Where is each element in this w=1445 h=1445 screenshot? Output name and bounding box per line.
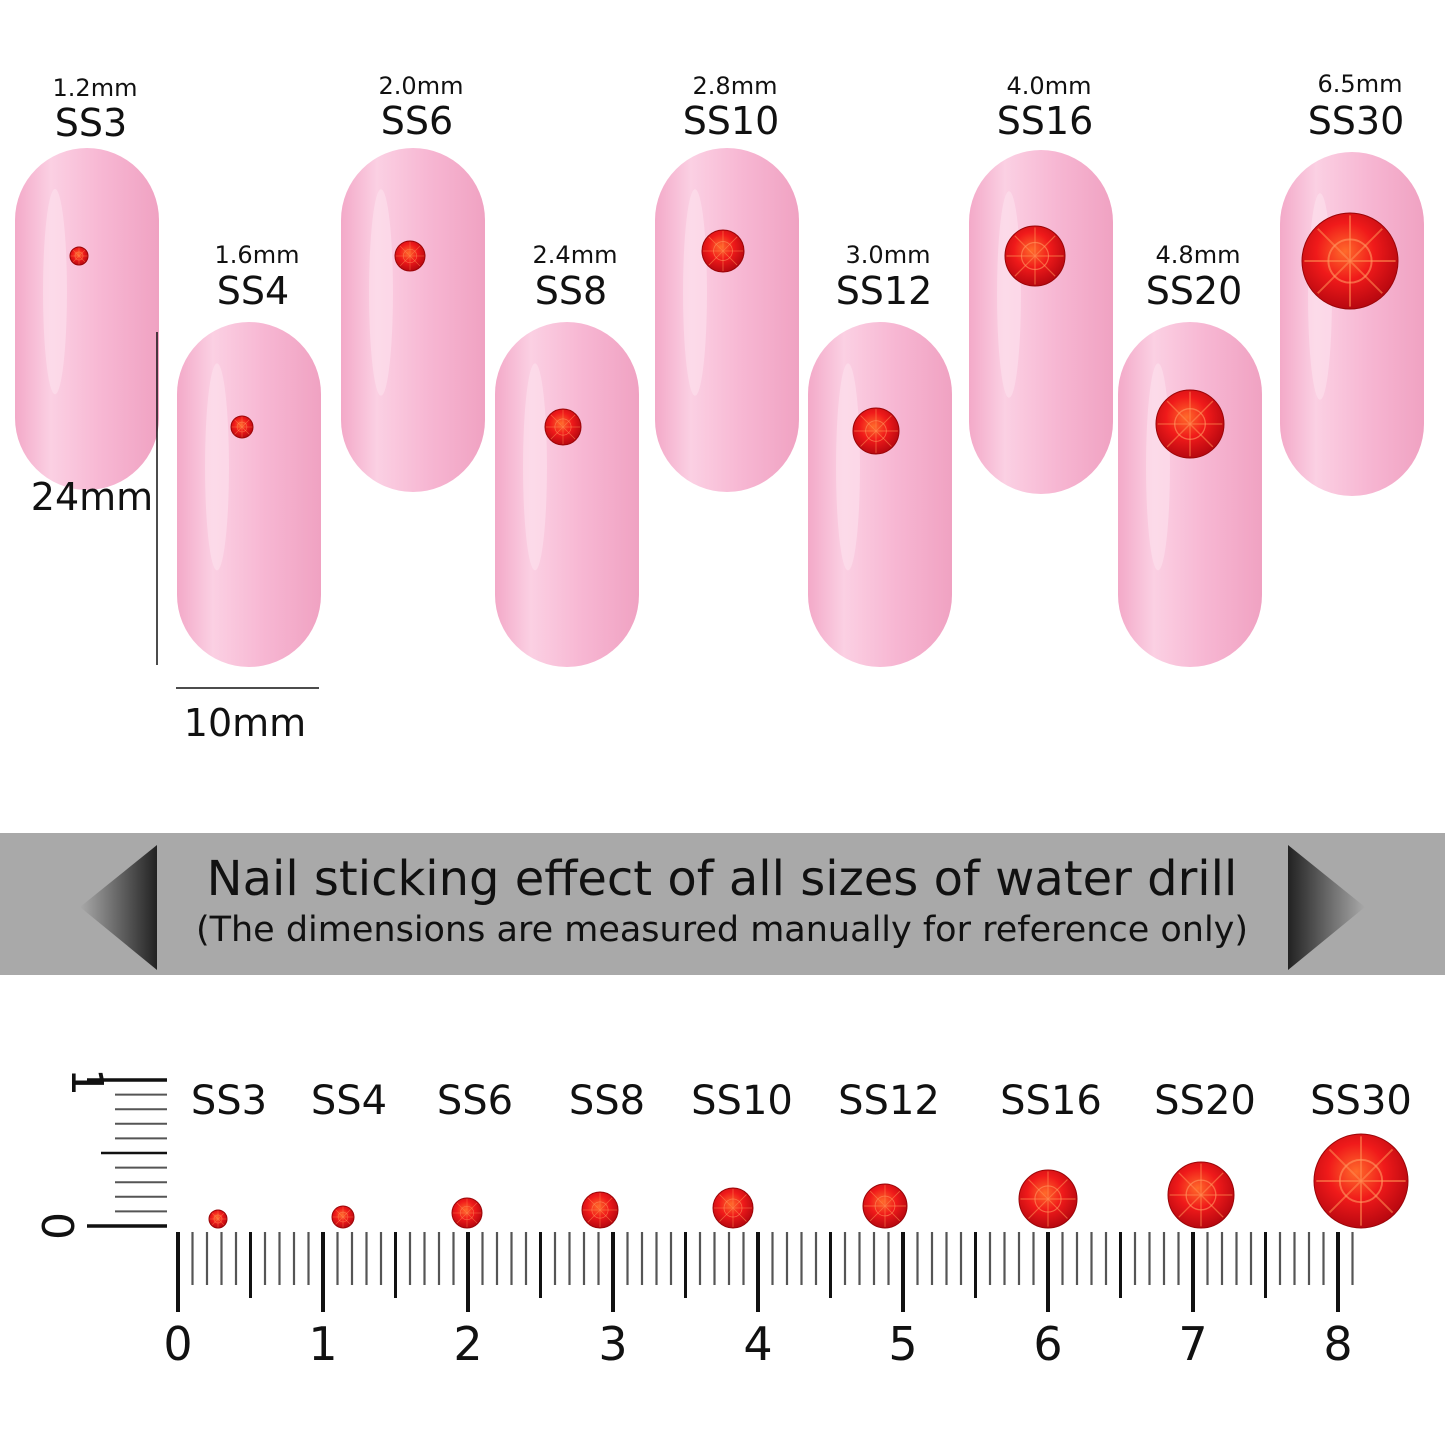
size-ss-label: SS6 bbox=[381, 99, 453, 143]
size-ss-label: SS16 bbox=[997, 99, 1094, 143]
rhinestone bbox=[701, 229, 745, 273]
stone-size-label: SS3 bbox=[191, 1078, 267, 1124]
ruler-label: 3 bbox=[598, 1317, 627, 1371]
ruler-rhinestone-ss30 bbox=[1313, 1133, 1409, 1229]
vertical-ruler-label: 1 bbox=[61, 1068, 112, 1096]
stone-size-label: SS16 bbox=[1000, 1078, 1102, 1124]
ruler-label: 5 bbox=[888, 1317, 917, 1371]
stone-size-label: SS10 bbox=[691, 1078, 793, 1124]
ruler-label: 6 bbox=[1033, 1317, 1062, 1371]
rhinestone bbox=[69, 246, 89, 266]
ruler-rhinestone-ss12 bbox=[862, 1183, 908, 1229]
size-ss-label: SS8 bbox=[535, 269, 607, 313]
banner bbox=[0, 833, 1445, 975]
nail-height-label: 24mm bbox=[31, 475, 153, 519]
ruler-rhinestone-ss10 bbox=[712, 1187, 754, 1229]
size-ss-label: SS4 bbox=[217, 269, 289, 313]
stone-size-label: SS6 bbox=[437, 1078, 513, 1124]
ruler-rhinestone-ss4 bbox=[331, 1205, 355, 1229]
right-arrow-icon bbox=[1288, 845, 1365, 970]
vertical-ruler-label: 0 bbox=[31, 1212, 82, 1240]
rhinestone bbox=[852, 407, 900, 455]
size-mm-label: 2.4mm bbox=[533, 241, 618, 269]
stone-size-label: SS20 bbox=[1154, 1078, 1256, 1124]
size-mm-label: 3.0mm bbox=[846, 241, 931, 269]
size-mm-label: 2.8mm bbox=[693, 72, 778, 100]
rhinestone bbox=[544, 408, 582, 446]
stone-size-label: SS30 bbox=[1310, 1078, 1412, 1124]
size-mm-label: 1.2mm bbox=[53, 74, 138, 102]
size-mm-label: 1.6mm bbox=[215, 241, 300, 269]
size-ss-label: SS3 bbox=[55, 101, 127, 145]
size-ss-label: SS20 bbox=[1146, 269, 1243, 313]
ruler-label: 7 bbox=[1178, 1317, 1207, 1371]
size-ss-label: SS30 bbox=[1308, 99, 1405, 143]
nail-width-label: 10mm bbox=[184, 701, 306, 745]
rhinestone bbox=[230, 415, 254, 439]
ruler-rhinestone-ss6 bbox=[451, 1197, 483, 1229]
stone-size-label: SS12 bbox=[838, 1078, 940, 1124]
stone-size-label: SS4 bbox=[311, 1078, 387, 1124]
rhinestone bbox=[1301, 212, 1399, 310]
size-mm-label: 4.0mm bbox=[1007, 72, 1092, 100]
rhinestone bbox=[1155, 389, 1225, 459]
banner-subtitle: (The dimensions are measured manually fo… bbox=[196, 910, 1248, 950]
size-ss-label: SS10 bbox=[683, 99, 780, 143]
ruler-label: 1 bbox=[308, 1317, 337, 1371]
ruler-rhinestone-ss16 bbox=[1018, 1169, 1078, 1229]
ruler-rhinestone-ss20 bbox=[1167, 1161, 1235, 1229]
stone-size-label: SS8 bbox=[569, 1078, 645, 1124]
ruler-label: 4 bbox=[743, 1317, 772, 1371]
rhinestone bbox=[1004, 225, 1066, 287]
size-ss-label: SS12 bbox=[836, 269, 933, 313]
ruler-rhinestone-ss3 bbox=[208, 1209, 228, 1229]
rhinestone bbox=[394, 240, 426, 272]
size-mm-label: 6.5mm bbox=[1318, 70, 1403, 98]
banner-title: Nail sticking effect of all sizes of wat… bbox=[207, 851, 1238, 907]
ruler-label: 0 bbox=[163, 1317, 192, 1371]
left-arrow-icon bbox=[80, 845, 157, 970]
size-mm-label: 2.0mm bbox=[379, 72, 464, 100]
size-mm-label: 4.8mm bbox=[1156, 241, 1241, 269]
ruler-label: 8 bbox=[1323, 1317, 1352, 1371]
ruler-label: 2 bbox=[453, 1317, 482, 1371]
ruler-rhinestone-ss8 bbox=[581, 1191, 619, 1229]
